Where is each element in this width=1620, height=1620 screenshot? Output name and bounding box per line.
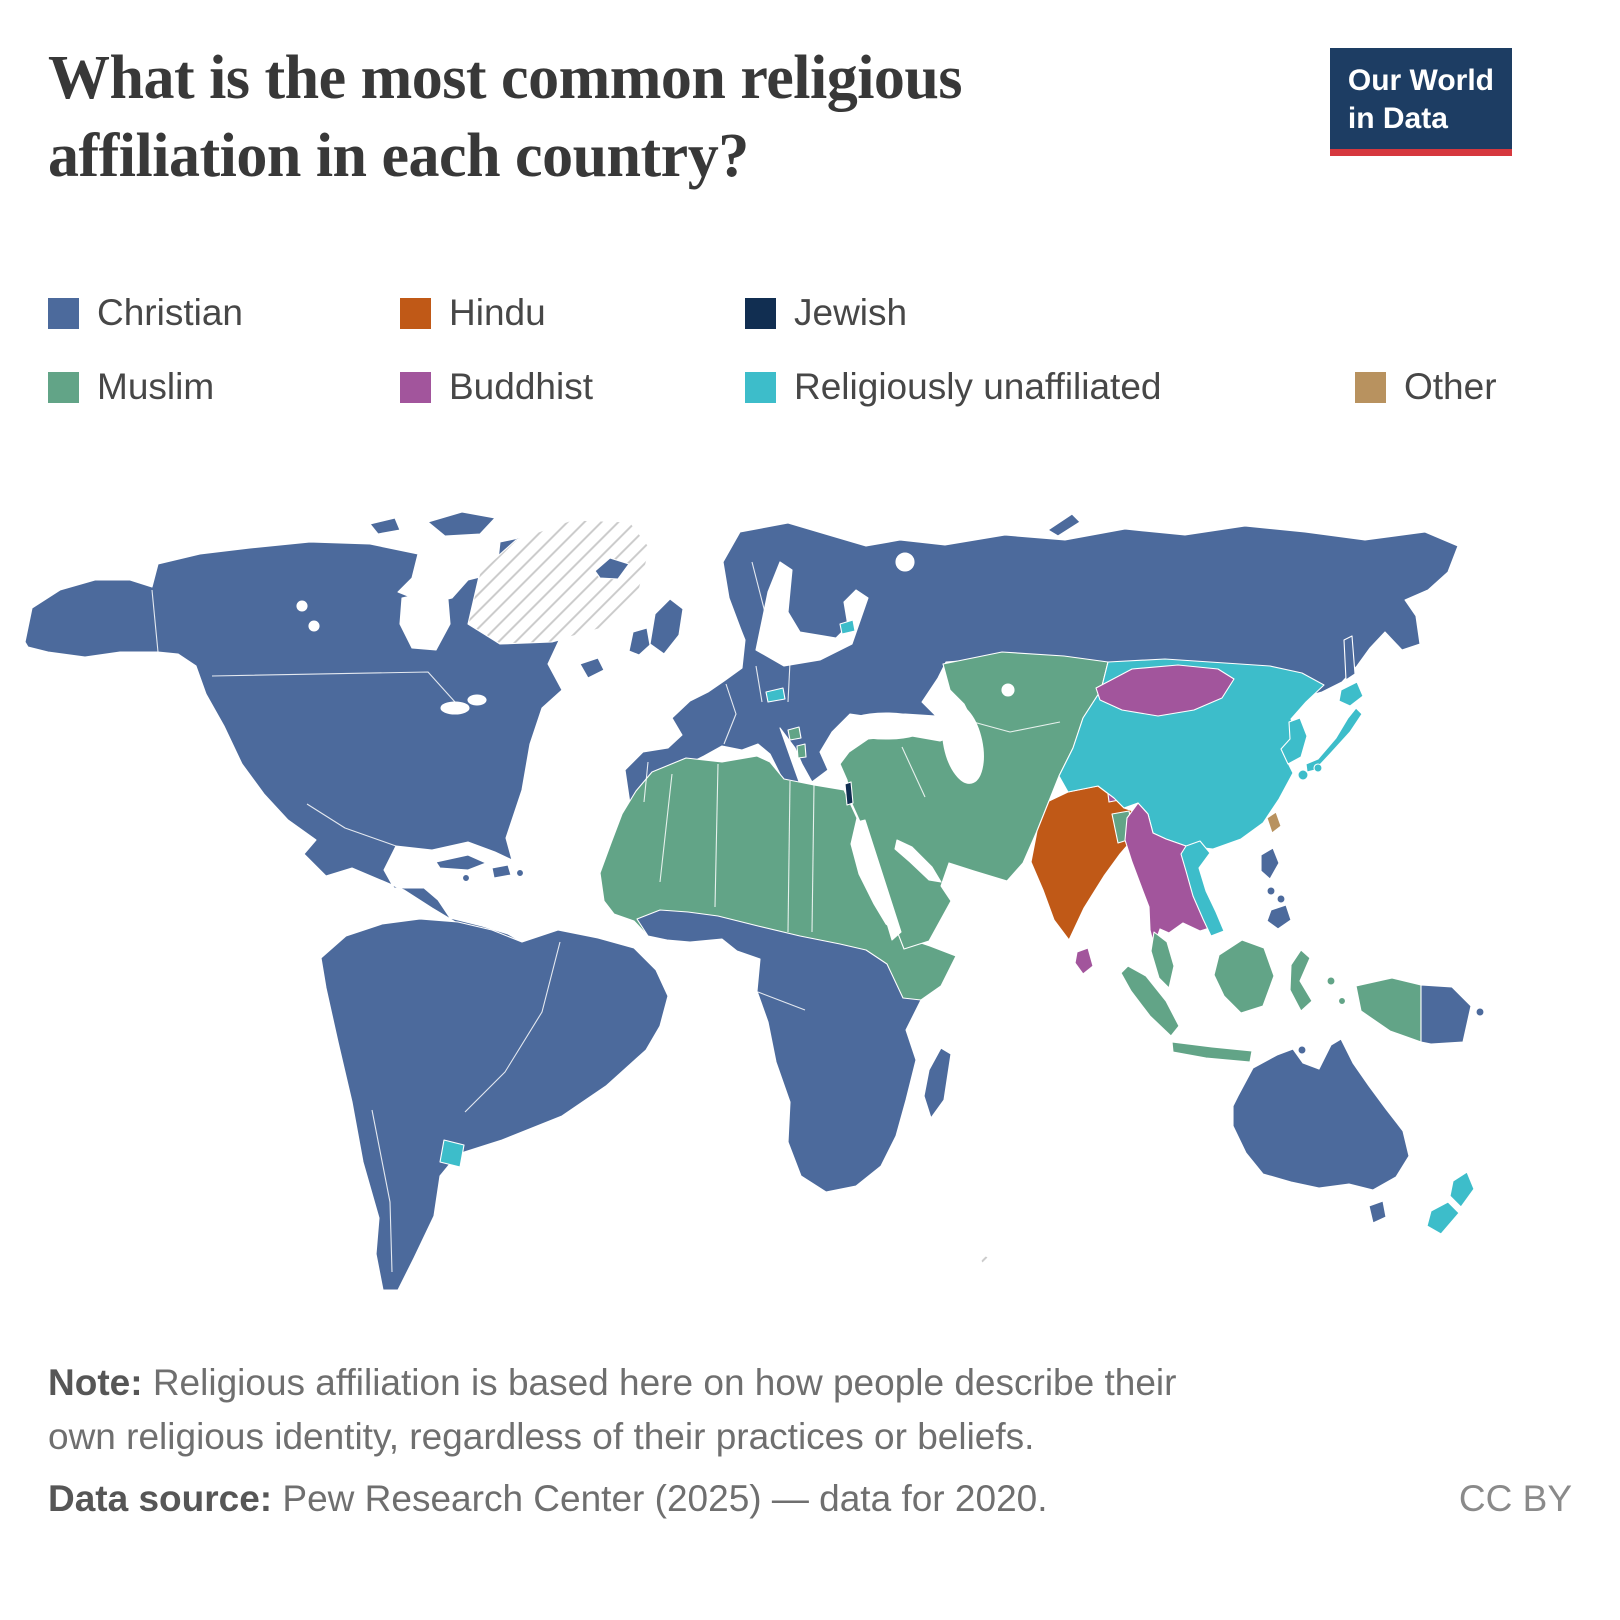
sakhalin <box>1343 635 1356 681</box>
map-legend: Christian Hindu Jewish Muslim Buddhist R… <box>48 292 1572 408</box>
czechia <box>765 687 786 703</box>
data-source: Data source: Pew Research Center (2025) … <box>48 1478 1228 1520</box>
ireland <box>628 627 651 656</box>
region-south-asia <box>1030 785 1137 975</box>
legend-item-unaffiliated: Religiously unaffiliated <box>745 366 1355 408</box>
legend-item-christian: Christian <box>48 292 400 334</box>
legend-item-hindu: Hindu <box>400 292 745 334</box>
legend-item-muslim: Muslim <box>48 366 400 408</box>
malay-peninsula <box>1150 931 1175 989</box>
note-text: Religious affiliation is based here on h… <box>48 1362 1177 1457</box>
legend-swatch-buddhist <box>400 371 431 403</box>
legend-swatch-hindu <box>400 297 431 329</box>
legend-label-hindu: Hindu <box>449 292 546 333</box>
sumatra <box>1120 965 1180 1037</box>
legend-swatch-jewish <box>745 297 776 329</box>
license-badge: CC BY <box>1458 1478 1572 1519</box>
persian-gulf <box>894 839 942 883</box>
japan-hokkaido <box>1338 681 1364 707</box>
legend-label-jewish: Jewish <box>794 292 908 333</box>
legend-swatch-muslim <box>48 371 79 403</box>
legend-swatch-unaffiliated <box>745 371 776 403</box>
region-europe-small <box>765 619 856 806</box>
legend-label-unaffiliated: Religiously unaffiliated <box>794 366 1162 407</box>
australia <box>1232 1038 1410 1191</box>
data-source-text: Pew Research Center (2025) — data for 20… <box>282 1478 1048 1519</box>
seas <box>755 552 1015 941</box>
java <box>1171 1041 1253 1063</box>
united-kingdom <box>649 598 684 655</box>
albania <box>796 743 807 759</box>
japan-honshu <box>1305 707 1363 773</box>
region-caribbean <box>435 854 525 883</box>
india-nepal <box>1030 785 1137 941</box>
region-southeast-asia <box>1124 802 1225 989</box>
taiwan <box>1266 811 1282 834</box>
philippines-mindanao <box>1266 904 1292 930</box>
region-east-asia <box>1058 658 1364 850</box>
legend-label-other: Other <box>1404 366 1497 407</box>
owid-logo-line1: Our World <box>1347 64 1494 97</box>
myanmar-thailand-laos-cambodia <box>1124 802 1217 947</box>
legend-item-jewish: Jewish <box>745 292 1355 334</box>
philippines-luzon <box>1260 847 1280 880</box>
timor <box>1297 1045 1307 1055</box>
madagascar <box>923 1047 952 1119</box>
white-sea <box>895 552 915 572</box>
red-sea <box>856 819 902 941</box>
legend-item-other: Other <box>1355 366 1572 408</box>
world-map <box>24 511 1485 1291</box>
black-sea <box>843 712 929 740</box>
iceland <box>594 557 630 580</box>
west-new-guinea <box>1355 977 1422 1043</box>
region-greenland-no-data <box>467 519 651 645</box>
new-zealand-south <box>1426 1201 1460 1235</box>
legend-item-buddhist: Buddhist <box>400 366 745 408</box>
note-label: Note: <box>48 1362 143 1403</box>
great-lakes <box>440 701 470 715</box>
legend-swatch-christian <box>48 297 79 329</box>
region-maritime-southeast-asia <box>1120 847 1485 1063</box>
southern-island-no-data <box>980 1255 990 1265</box>
estonia <box>839 619 856 635</box>
owid-logo-line2: in Data <box>1347 101 1448 135</box>
legend-swatch-other <box>1355 371 1386 403</box>
region-south-america <box>320 918 669 1291</box>
hudson-bay <box>399 591 451 651</box>
borneo <box>1213 939 1275 1014</box>
region-uruguay <box>439 1139 465 1168</box>
mongolia <box>1095 664 1235 717</box>
korea <box>1280 717 1308 765</box>
legend-label-christian: Christian <box>97 292 243 333</box>
legend-label-muslim: Muslim <box>97 366 215 407</box>
tasmania <box>1368 1200 1387 1224</box>
bosnia <box>787 726 802 741</box>
sri-lanka <box>1074 947 1094 975</box>
sulawesi <box>1289 949 1313 1012</box>
region-oceania <box>980 1038 1475 1265</box>
owid-logo: Our World in Data <box>1329 48 1512 156</box>
country-borders <box>151 561 1061 1273</box>
region-africa <box>599 755 957 1193</box>
legend-label-buddhist: Buddhist <box>449 366 593 407</box>
caspian-sea <box>942 704 984 784</box>
data-source-label: Data source: <box>48 1478 273 1519</box>
legend-spacer <box>1355 292 1572 334</box>
aral-sea <box>1001 683 1015 697</box>
papua-new-guinea <box>1420 984 1472 1045</box>
new-zealand-north <box>1449 1171 1475 1208</box>
novaya-zemlya <box>1047 513 1081 537</box>
vietnam <box>1180 840 1225 937</box>
note: Note: Religious affiliation is based her… <box>48 1356 1228 1463</box>
page-title: What is the most common religious affili… <box>48 44 963 190</box>
israel <box>844 781 854 806</box>
sub-saharan-africa-christian <box>636 909 922 1193</box>
